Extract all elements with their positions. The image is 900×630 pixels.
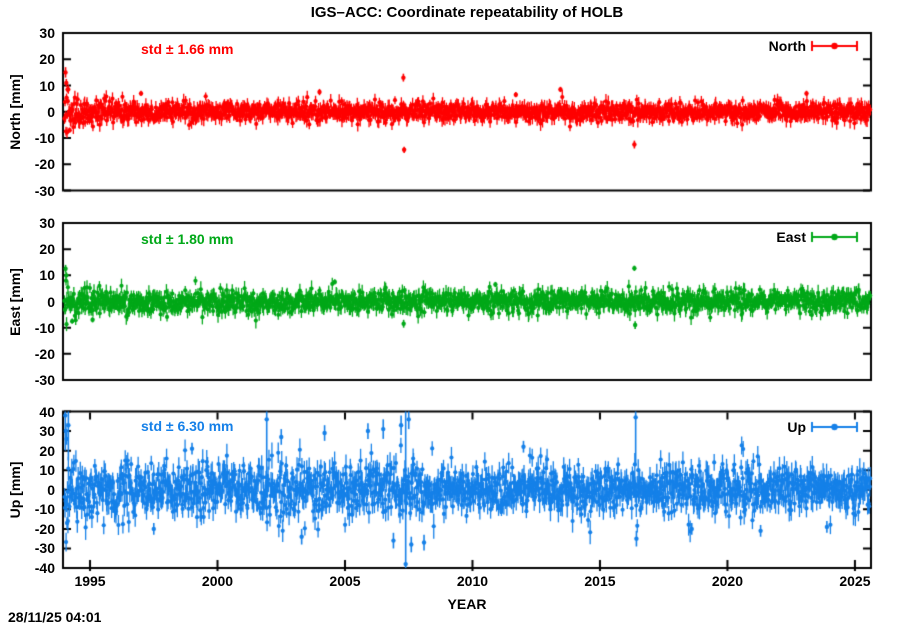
- y-tick-label: -20: [34, 345, 55, 362]
- x-tick-label: 2010: [456, 573, 489, 589]
- std-label-up: std ± 6.30 mm: [141, 418, 234, 434]
- y-tick-label: -30: [34, 372, 55, 388]
- y-tick-label: 30: [39, 423, 55, 440]
- x-tick-label: 2015: [584, 573, 616, 589]
- x-axis-title: YEAR: [447, 596, 487, 612]
- legend-label-east: East: [776, 229, 806, 245]
- y-tick-label: -10: [34, 130, 55, 146]
- chart-title: IGS–ACC: Coordinate repeatability of HOL…: [310, 4, 624, 21]
- y-tick-label: 10: [39, 267, 55, 284]
- y-tick-label: 20: [39, 241, 55, 258]
- y-tick-label: -20: [34, 156, 55, 173]
- y-tick-label: 40: [39, 403, 55, 420]
- y-tick-label: 0: [47, 293, 55, 310]
- y-tick-label: 10: [39, 462, 55, 479]
- y-tick-label: -40: [34, 560, 55, 576]
- x-tick-label: 2005: [329, 573, 361, 589]
- y-tick-label: 20: [39, 51, 55, 68]
- legend-label-north: North: [768, 38, 806, 54]
- y-tick-label: 10: [39, 77, 55, 94]
- y-tick-label: -30: [34, 182, 55, 199]
- y-tick-label: -10: [34, 501, 55, 518]
- y-tick-label: 20: [39, 442, 55, 459]
- y-tick-label: -30: [34, 540, 55, 557]
- y-tick-label: 0: [47, 481, 55, 498]
- x-tick-label: 1995: [74, 573, 106, 589]
- std-label-east: std ± 1.80 mm: [141, 231, 234, 247]
- std-label-north: std ± 1.66 mm: [141, 41, 234, 57]
- y-tick-label: -10: [34, 319, 55, 336]
- x-tick-label: 2000: [201, 573, 234, 589]
- legend-label-up: Up: [787, 419, 806, 435]
- y-tick-label: 30: [39, 215, 55, 231]
- y-tick-label: -20: [34, 520, 55, 537]
- x-tick-label: 2025: [839, 573, 871, 589]
- x-tick-label: 2020: [711, 573, 744, 589]
- y-tick-label: 0: [47, 103, 55, 120]
- timestamp: 28/11/25 04:01: [8, 609, 102, 625]
- y-tick-label: 30: [39, 25, 55, 41]
